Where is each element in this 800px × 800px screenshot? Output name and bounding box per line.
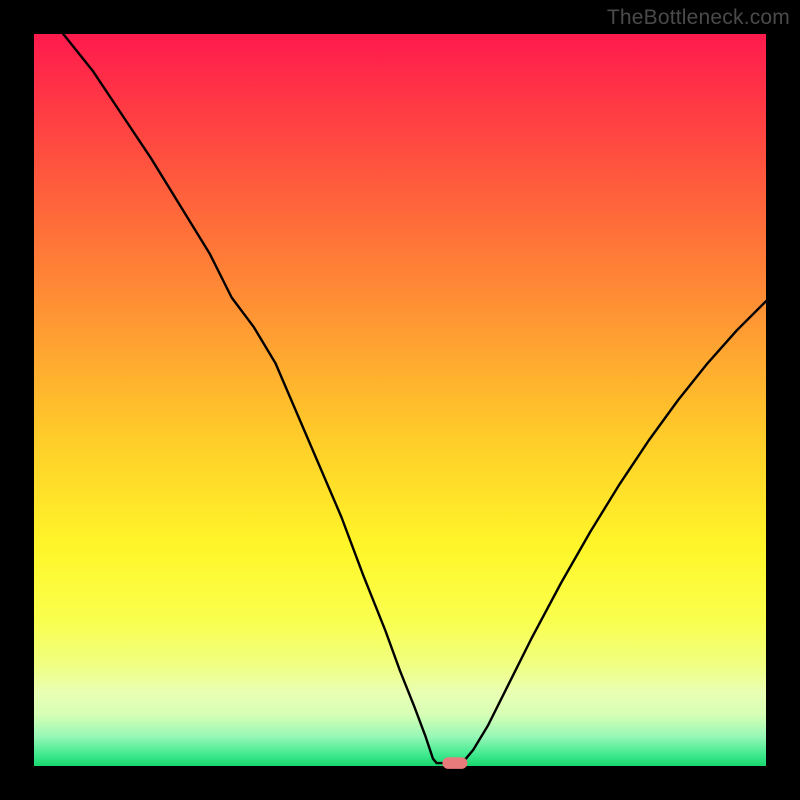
watermark-text: TheBottleneck.com bbox=[607, 6, 790, 30]
plot-gradient-background bbox=[34, 34, 766, 766]
bottleneck-curve-chart bbox=[0, 0, 800, 800]
chart-root: TheBottleneck.com bbox=[0, 0, 800, 800]
optimal-point-marker bbox=[442, 757, 467, 769]
